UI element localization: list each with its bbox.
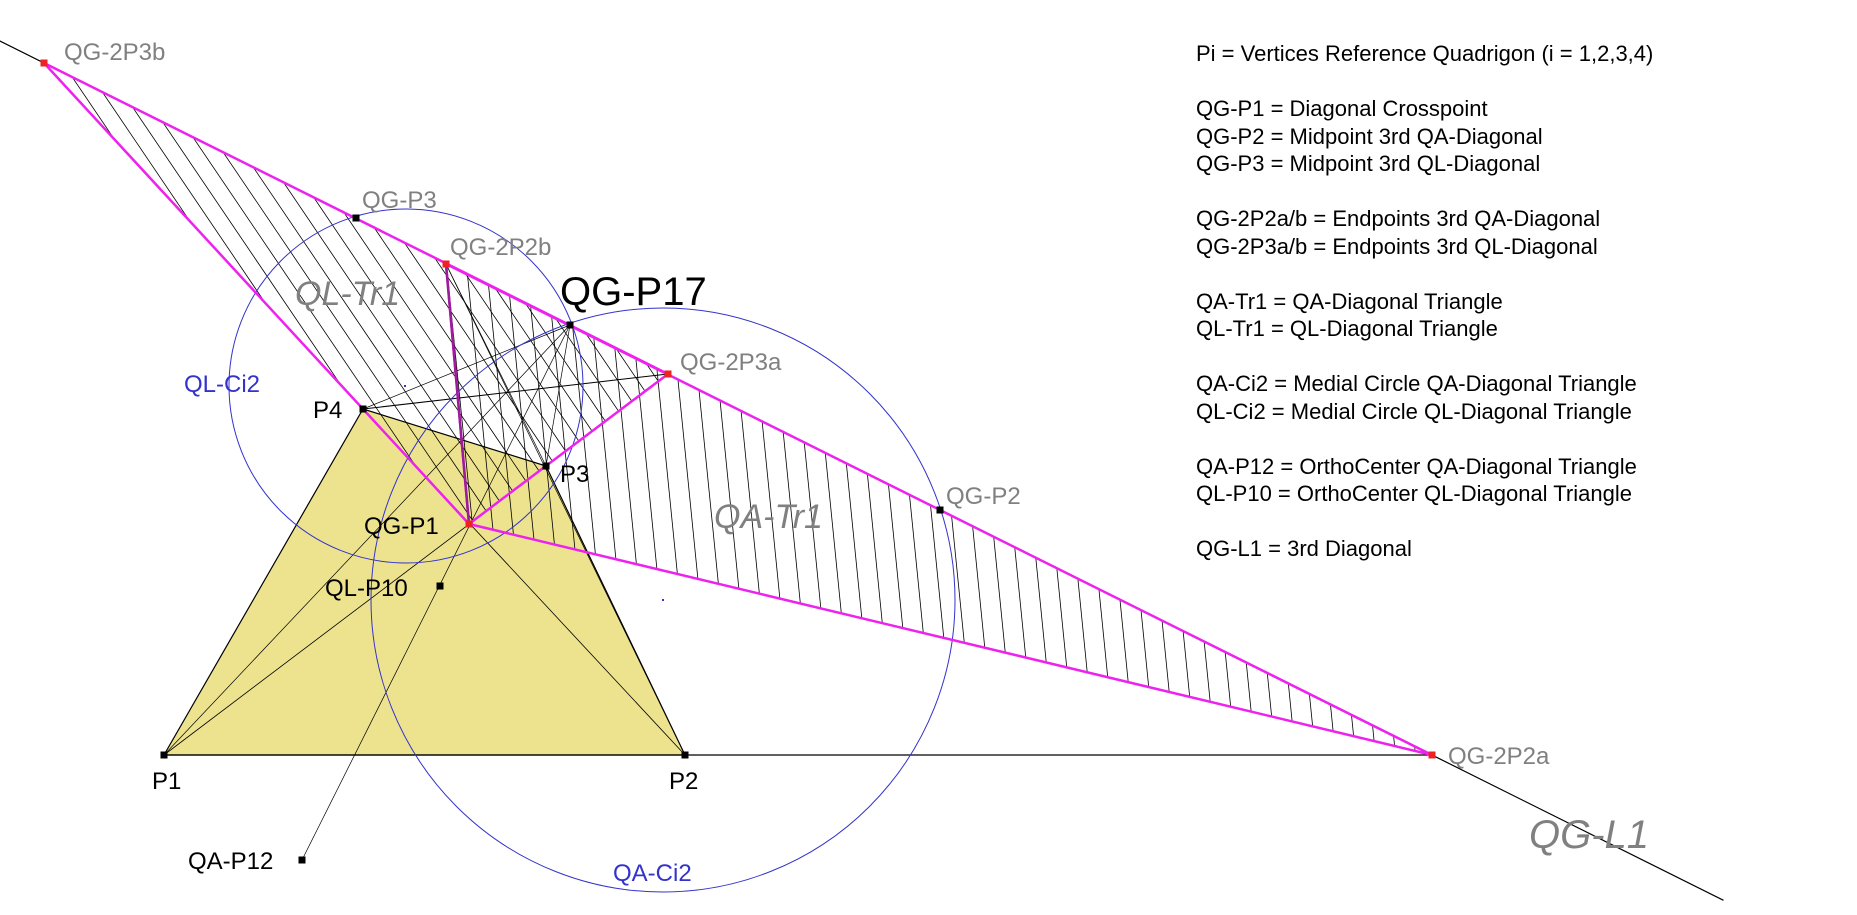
ql-tr1-hatch-line — [44, 63, 81, 524]
point-p2 — [681, 751, 689, 759]
label-qg-p3: QG-P3 — [362, 187, 437, 214]
qa-tr1-hatch-line — [1119, 264, 1181, 755]
point-qg-p1 — [465, 520, 473, 528]
label-p3: P3 — [560, 461, 589, 488]
point-qg-p17 — [566, 321, 574, 329]
legend-line: QL-P10 = OrthoCenter QL-Diagonal Triangl… — [1196, 481, 1632, 506]
point-qg-p3 — [352, 214, 360, 222]
label-qg-2p2b: QG-2P2b — [450, 234, 551, 261]
ql-tr1-hatch-line — [820, 0, 1240, 620]
legend-line: QL-Tr1 = QL-Diagonal Triangle — [1196, 316, 1498, 341]
label-ql-tr1: QL-Tr1 — [295, 275, 400, 313]
point-qg-p2 — [936, 506, 944, 514]
label-qg-2p3a: QG-2P3a — [680, 349, 782, 376]
legend-group: Pi = Vertices Reference Quadrigon (i = 1… — [1196, 40, 1653, 68]
legend-line: QG-P3 = Midpoint 3rd QL-Diagonal — [1196, 151, 1541, 176]
legend-group: QG-P1 = Diagonal Crosspoint QG-P2 = Midpo… — [1196, 95, 1653, 178]
label-qg-p2: QG-P2 — [946, 483, 1021, 510]
ql-tr1-hatch-line — [44, 63, 221, 524]
label-p2: P2 — [669, 768, 698, 795]
label-p4: P4 — [313, 397, 342, 424]
point-qg-2p2b — [442, 260, 450, 268]
circle-qa-ci2 — [370, 307, 956, 893]
line-qa-p12-qg-p17 — [301, 324, 571, 861]
ql-tr1-hatch-line — [44, 63, 101, 524]
point-qg-2p3a — [664, 370, 672, 378]
line-qg-2p2b-p2 — [445, 263, 686, 756]
ql-ci2-center-dot — [404, 385, 406, 387]
ql-tr1-hatch-line — [44, 63, 241, 524]
line-qg-p17-p3 — [545, 324, 571, 467]
point-p3 — [542, 462, 550, 470]
qa-ci2-center-dot — [662, 599, 664, 601]
label-qg-p1: QG-P1 — [364, 513, 439, 540]
ql-tr1-hatch-line — [44, 63, 281, 524]
legend-group: QA-Ci2 = Medial Circle QA-Diagonal Trian… — [1196, 370, 1653, 425]
label-ql-ci2: QL-Ci2 — [184, 371, 260, 398]
legend: Pi = Vertices Reference Quadrigon (i = 1… — [1196, 40, 1653, 590]
legend-line: Pi = Vertices Reference Quadrigon (i = 1… — [1196, 41, 1654, 66]
qa-tr1-hatch-line — [1099, 264, 1161, 755]
qa-tr1-hatch-line — [819, 264, 881, 755]
qa-tr1-hatch-line — [1059, 264, 1121, 755]
ql-tr1-hatch-line — [0, 0, 20, 620]
qa-tr1-hatch-line — [1019, 264, 1081, 755]
qa-tr1-hatch-line — [879, 264, 941, 755]
label-ql-p10: QL-P10 — [325, 575, 408, 602]
line-qg-p17-p4 — [362, 324, 571, 410]
quadrigon-p1-p2-p3-p4 — [162, 408, 686, 756]
legend-group: QG-L1 = 3rd Diagonal — [1196, 535, 1653, 563]
ql-tr1-hatch-line — [44, 63, 261, 524]
ql-tr1-hatch-line — [44, 63, 201, 524]
line-qg-p17-p1 — [163, 324, 571, 756]
ql-tr1-hatch-line — [44, 63, 161, 524]
point-p4 — [359, 405, 367, 413]
label-qg-p17: QG-P17 — [560, 270, 707, 314]
ql-tr1-hatch-line — [44, 63, 61, 524]
legend-line: QG-2P2a/b = Endpoints 3rd QA-Diagonal — [1196, 206, 1601, 231]
legend-line: QA-P12 = OrthoCenter QA-Diagonal Triangl… — [1196, 453, 1637, 479]
qa-tr1-hatch-line — [1039, 264, 1101, 755]
qa-tr1-hatch-line — [1139, 264, 1201, 755]
ql-tr1-hatch-line — [44, 63, 181, 524]
legend-line: QG-2P3a/b = Endpoints 3rd QL-Diagonal — [1196, 233, 1598, 259]
point-p1 — [160, 751, 168, 759]
ql-tr1-hatch-line — [760, 0, 1180, 620]
legend-line: QG-P1 = Diagonal Crosspoint — [1196, 96, 1488, 121]
legend-line: QA-Tr1 = QA-Diagonal Triangle — [1196, 288, 1503, 314]
edge-qg-2p2b-qg-p1 — [444, 263, 471, 525]
label-qa-ci2: QA-Ci2 — [613, 860, 692, 887]
legend-line: QA-Ci2 = Medial Circle QA-Diagonal Trian… — [1196, 371, 1637, 396]
ql-tr1-hatch-line — [0, 0, 40, 620]
ql-tr1-hatch-line — [780, 0, 1200, 620]
legend-line: QG-L1 = 3rd Diagonal — [1196, 536, 1412, 561]
legend-line: QL-Ci2 = Medial Circle QL-Diagonal Trian… — [1196, 398, 1632, 424]
legend-group: QA-Tr1 = QA-Diagonal Triangle QL-Tr1 = QL… — [1196, 288, 1653, 343]
qa-tr1-hatch-line — [839, 264, 901, 755]
legend-group: QG-2P2a/b = Endpoints 3rd QA-Diagonal QG-… — [1196, 205, 1653, 260]
legend-line: QG-P2 = Midpoint 3rd QA-Diagonal — [1196, 123, 1543, 149]
point-qg-2p3b — [40, 59, 48, 67]
label-qa-p12: QA-P12 — [188, 848, 273, 875]
legend-group: QA-P12 = OrthoCenter QA-Diagonal Triangl… — [1196, 453, 1653, 508]
point-ql-p10 — [436, 582, 444, 590]
label-qg-2p3b: QG-2P3b — [64, 39, 165, 66]
qa-tr1-hatch-line — [859, 264, 921, 755]
label-qa-tr1: QA-Tr1 — [714, 498, 823, 536]
label-qg-2p2a: QG-2P2a — [1448, 743, 1550, 770]
point-qa-p12 — [298, 856, 306, 864]
ql-tr1-hatch-line — [44, 63, 341, 524]
label-qg-l1: QG-L1 — [1529, 813, 1649, 857]
line-p4-qg-2p3a — [362, 373, 669, 410]
ql-tr1-hatch-line — [800, 0, 1220, 620]
ql-tr1-hatch-line — [44, 63, 301, 524]
label-p1: P1 — [152, 768, 181, 795]
qa-tr1-hatch-line — [1079, 264, 1141, 755]
circle-ql-ci2 — [228, 208, 584, 564]
point-qg-2p2a — [1428, 751, 1436, 759]
